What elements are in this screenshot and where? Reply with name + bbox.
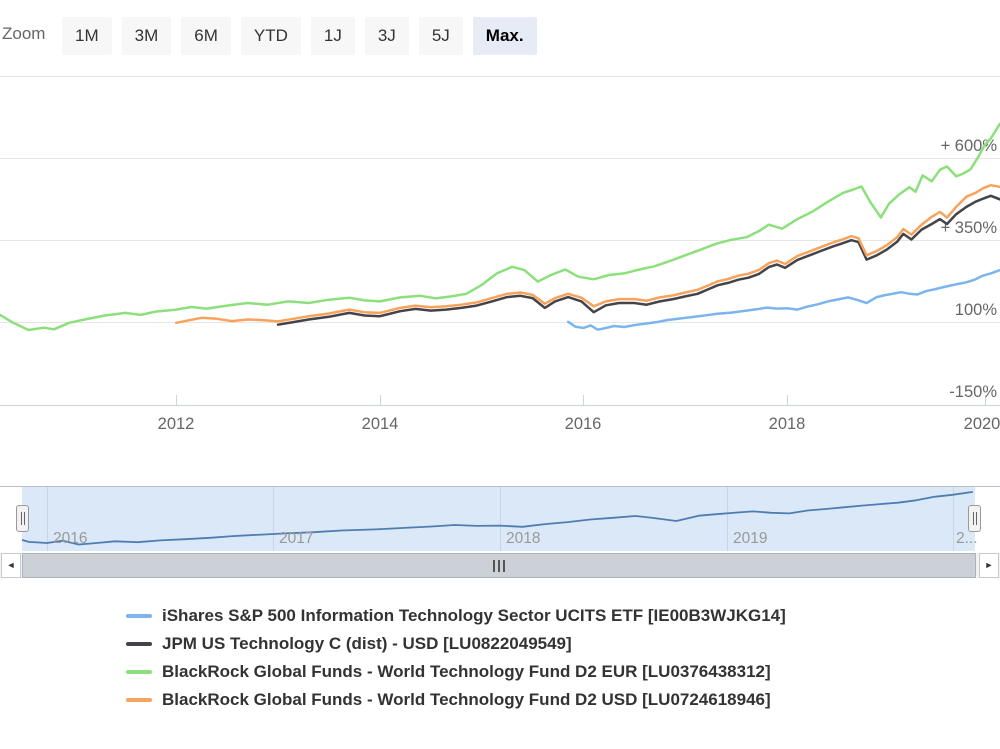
legend-item-jpm[interactable]: JPM US Technology C (dist) - USD [LU0822…	[126, 630, 786, 658]
scrollbar-thumb[interactable]	[22, 553, 976, 578]
navigator-label-2018: 2018	[506, 530, 541, 547]
x-axis-label-2020: 2020	[963, 415, 1000, 433]
legend-label: BlackRock Global Funds - World Technolog…	[162, 662, 771, 681]
gridline-100	[0, 322, 1000, 323]
x-tick-2018	[787, 395, 788, 405]
series-swatch-blue	[126, 614, 152, 618]
scrollbar-grip-icon	[493, 559, 495, 572]
series-swatch-black	[126, 642, 152, 646]
navigator-label-2019: 2019	[733, 530, 768, 547]
left-triangle-icon: ◄	[6, 560, 16, 570]
range-button-1y[interactable]: 1J	[310, 17, 355, 55]
range-button-1m[interactable]: 1M	[62, 17, 112, 55]
legend-label: iShares S&P 500 Information Technology S…	[162, 606, 786, 625]
series-swatch-green	[126, 670, 152, 674]
navigator-series-line	[22, 491, 973, 546]
range-button-ytd[interactable]: YTD	[240, 17, 301, 55]
navigator-right-handle-icon[interactable]	[968, 505, 981, 532]
gridline-350	[0, 240, 1000, 241]
range-button-3m[interactable]: 3M	[121, 17, 172, 55]
scrollbar-left-arrow-icon[interactable]: ◄	[1, 553, 21, 578]
zoom-label: Zoom	[2, 24, 46, 43]
navigator-outline	[0, 486, 1000, 487]
range-selector: 1M 3M 6M YTD 1J 3J 5J Max.	[62, 17, 537, 55]
range-button-5y[interactable]: 5J	[418, 17, 463, 55]
legend-label: BlackRock Global Funds - World Technolog…	[162, 690, 771, 709]
range-button-max[interactable]: Max.	[472, 17, 537, 55]
x-axis-label-2018: 2018	[768, 415, 806, 433]
navigator-label-2017: 2017	[279, 530, 314, 547]
x-axis-label-2014: 2014	[361, 415, 399, 433]
gridline-850	[0, 76, 1000, 77]
navigator-gridline-2019	[727, 487, 728, 551]
legend: iShares S&P 500 Information Technology S…	[126, 602, 786, 714]
navigator-gridline-2017	[273, 487, 274, 551]
legend-item-blackrock-usd[interactable]: BlackRock Global Funds - World Technolog…	[126, 686, 786, 714]
gridline-600	[0, 158, 1000, 159]
legend-item-blackrock-eur[interactable]: BlackRock Global Funds - World Technolog…	[126, 658, 786, 686]
scrollbar-right-arrow-icon[interactable]: ►	[979, 553, 999, 578]
y-axis-label-350: + 350%	[940, 219, 997, 237]
right-triangle-icon: ►	[984, 560, 994, 570]
series-line-1	[276, 194, 1000, 326]
navigator-gridline-2020	[953, 487, 954, 551]
series-line-3	[174, 183, 1000, 325]
navigator-label-2020: 2...	[956, 530, 978, 547]
x-axis-line	[0, 405, 1000, 406]
navigator-gridline-2016	[47, 487, 48, 551]
x-tick-2020	[985, 395, 986, 405]
navigator-selected-range[interactable]	[22, 487, 975, 551]
y-axis-label-minus150: -150%	[949, 383, 997, 401]
range-button-6m[interactable]: 6M	[181, 17, 231, 55]
x-axis-label-2016: 2016	[564, 415, 602, 433]
x-tick-2016	[583, 395, 584, 405]
navigator-left-handle-icon[interactable]	[16, 505, 29, 532]
series-swatch-orange	[126, 698, 152, 702]
range-button-3y[interactable]: 3J	[364, 17, 409, 55]
x-tick-2014	[380, 395, 381, 405]
y-axis-label-100: 100%	[954, 301, 997, 319]
legend-label: JPM US Technology C (dist) - USD [LU0822…	[162, 634, 572, 653]
x-tick-2012	[176, 395, 177, 405]
navigator-gridline-2018	[500, 487, 501, 551]
series-lines-canvas	[0, 122, 1000, 332]
series-line-0	[566, 268, 1000, 331]
navigator-series-canvas	[22, 491, 973, 546]
legend-item-ishares[interactable]: iShares S&P 500 Information Technology S…	[126, 602, 786, 630]
navigator-label-2016: 2016	[53, 530, 88, 547]
series-line-2	[0, 122, 1000, 332]
x-axis-label-2012: 2012	[157, 415, 195, 433]
